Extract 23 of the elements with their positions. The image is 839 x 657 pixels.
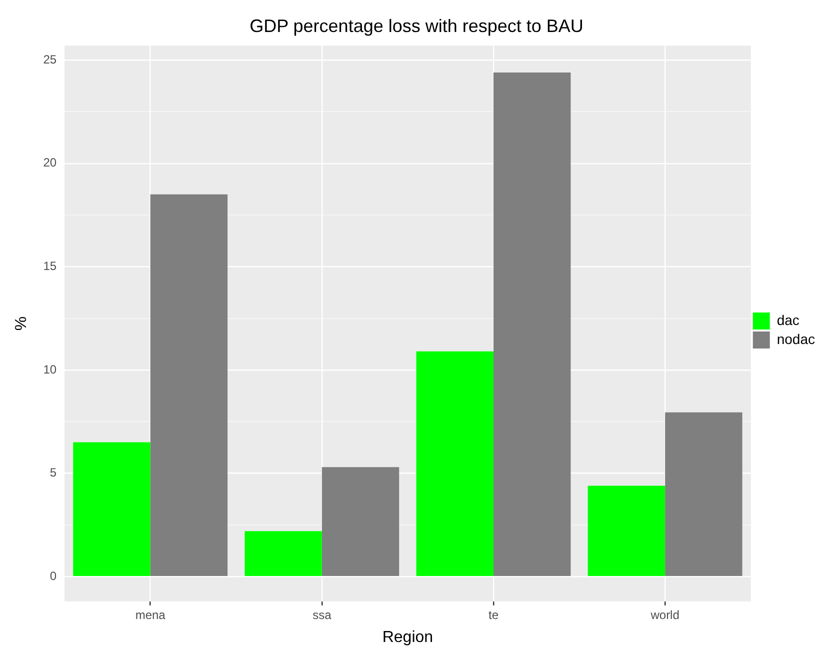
x-tick-label: te (488, 608, 499, 622)
x-tick-label: world (650, 608, 680, 622)
y-tick-label: 0 (50, 568, 57, 583)
bar (244, 531, 322, 576)
bar (588, 486, 666, 576)
y-tick-label: 15 (43, 258, 57, 273)
bar (665, 412, 742, 576)
bar (493, 72, 571, 576)
y-tick-label: 5 (50, 466, 57, 480)
x-axis-title: Region (382, 628, 434, 646)
legend-label: dac (776, 312, 800, 328)
x-tick-label: mena (135, 608, 166, 622)
bar (73, 442, 150, 576)
y-tick-label: 10 (43, 362, 57, 376)
x-tick-label: ssa (312, 608, 332, 622)
bar (416, 351, 494, 576)
y-tick-label: 25 (43, 52, 57, 66)
legend-label: nodac (776, 330, 816, 347)
y-axis-title: % (13, 316, 30, 331)
bar (322, 467, 400, 576)
chart-title: GDP percentage loss with respect to BAU (250, 16, 584, 36)
y-tick-label: 20 (43, 156, 57, 170)
bar (150, 194, 228, 576)
